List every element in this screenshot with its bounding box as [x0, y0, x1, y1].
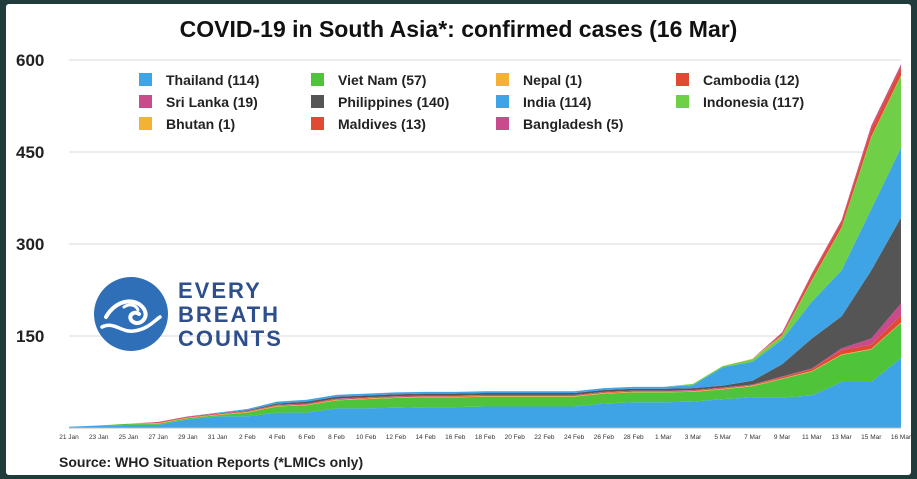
legend-swatch: [311, 117, 324, 130]
legend-swatch: [496, 117, 509, 130]
x-tick-label: 28 Feb: [623, 434, 644, 441]
legend-label: Nepal (1): [523, 71, 583, 88]
x-tick-label: 2 Feb: [239, 434, 256, 441]
y-tick-label: 600: [16, 51, 44, 70]
wave-logo-icon: [94, 277, 168, 351]
x-tick-label: 11 Mar: [802, 434, 823, 441]
chart-frame: 150 300 450 600 21 Jan 23 Jan 25 Jan 27 Jan 29 J…: [6, 4, 911, 475]
x-tick-label: 26 Feb: [594, 434, 615, 441]
x-tick-label: 4 Feb: [269, 434, 286, 441]
legend-swatch: [311, 73, 324, 86]
legend-item: Viet Nam (57): [311, 71, 496, 88]
x-tick-label: 27 Jan: [148, 434, 168, 441]
y-tick-label: 150: [16, 327, 44, 346]
x-tick-label: 8 Feb: [328, 434, 345, 441]
legend-label: Viet Nam (57): [338, 71, 427, 88]
legend-item: Nepal (1): [496, 71, 676, 88]
x-tick-label: 16 Mar: [891, 434, 911, 441]
x-tick-label: 16 Feb: [445, 434, 466, 441]
x-tick-label: 21 Jan: [59, 434, 79, 441]
legend-label: Philippines (140): [338, 93, 450, 110]
legend-swatch: [139, 95, 152, 108]
y-tick-label: 450: [16, 143, 44, 162]
legend-label: Indonesia (117): [703, 93, 805, 110]
x-tick-label: 3 Mar: [685, 434, 702, 441]
area-series-2: [69, 323, 901, 427]
x-tick-label: 1 Mar: [655, 434, 672, 441]
logo-line-1: EVERY: [178, 278, 262, 303]
legend-label: Bhutan (1): [166, 115, 236, 132]
legend-item: Indonesia (117): [676, 93, 876, 110]
x-tick-label: 15 Mar: [861, 434, 882, 441]
legend-item: Maldives (13): [311, 115, 496, 132]
legend-swatch: [311, 95, 324, 108]
x-tick-label: 23 Jan: [89, 434, 109, 441]
legend-label: India (114): [523, 93, 592, 110]
x-tick-label: 25 Jan: [119, 434, 139, 441]
x-tick-label: 10 Feb: [356, 434, 377, 441]
x-tick-label: 18 Feb: [475, 434, 496, 441]
legend-swatch: [139, 73, 152, 86]
x-tick-label: 22 Feb: [534, 434, 555, 441]
legend-item: Bangladesh (5): [496, 115, 676, 132]
every-breath-counts-logo: EVERY BREATH COUNTS: [94, 277, 334, 359]
legend-label: Maldives (13): [338, 115, 426, 132]
x-tick-label: 9 Mar: [774, 434, 791, 441]
legend-item: Bhutan (1): [139, 115, 311, 132]
legend-swatch: [676, 95, 689, 108]
x-tick-label: 13 Mar: [831, 434, 852, 441]
chart-title: COVID-19 in South Asia*: confirmed cases…: [179, 16, 738, 42]
x-tick-label: 14 Feb: [415, 434, 436, 441]
legend-swatch: [676, 73, 689, 86]
x-tick-label: 31 Jan: [208, 434, 228, 441]
x-tick-label: 24 Feb: [564, 434, 585, 441]
area-series-1: [69, 358, 901, 428]
legend-swatch: [496, 95, 509, 108]
legend-label: Thailand (114): [166, 71, 260, 88]
legend-item: Cambodia (12): [676, 71, 876, 88]
x-tick-label: 6 Feb: [298, 434, 315, 441]
legend-swatch: [496, 73, 509, 86]
logo-line-3: COUNTS: [178, 326, 283, 351]
source-note: Source: WHO Situation Reports (*LMICs on…: [59, 454, 364, 470]
x-tick-label: 29 Jan: [178, 434, 198, 441]
x-tick-label: 5 Mar: [714, 434, 731, 441]
logo-line-2: BREATH: [178, 302, 281, 327]
x-tick-label: 20 Feb: [505, 434, 526, 441]
legend-swatch: [139, 117, 152, 130]
legend-label: Sri Lanka (19): [166, 93, 258, 110]
legend-item: Thailand (114): [139, 71, 311, 88]
chart-legend: Thailand (114) Viet Nam (57) Nepal (1) Camb…: [139, 71, 899, 132]
legend-item: India (114): [496, 93, 676, 110]
x-tick-label: 12 Feb: [386, 434, 407, 441]
y-tick-label: 300: [16, 235, 44, 254]
chart-canvas: 150 300 450 600 21 Jan 23 Jan 25 Jan 27 Jan 29 J…: [16, 51, 911, 441]
x-tick-label: 7 Mar: [744, 434, 761, 441]
legend-label: Cambodia (12): [703, 71, 800, 88]
legend-label: Bangladesh (5): [523, 115, 624, 132]
legend-item: Philippines (140): [311, 93, 496, 110]
legend-item: Sri Lanka (19): [139, 93, 311, 110]
logo-wordmark: EVERY BREATH COUNTS: [178, 279, 283, 351]
